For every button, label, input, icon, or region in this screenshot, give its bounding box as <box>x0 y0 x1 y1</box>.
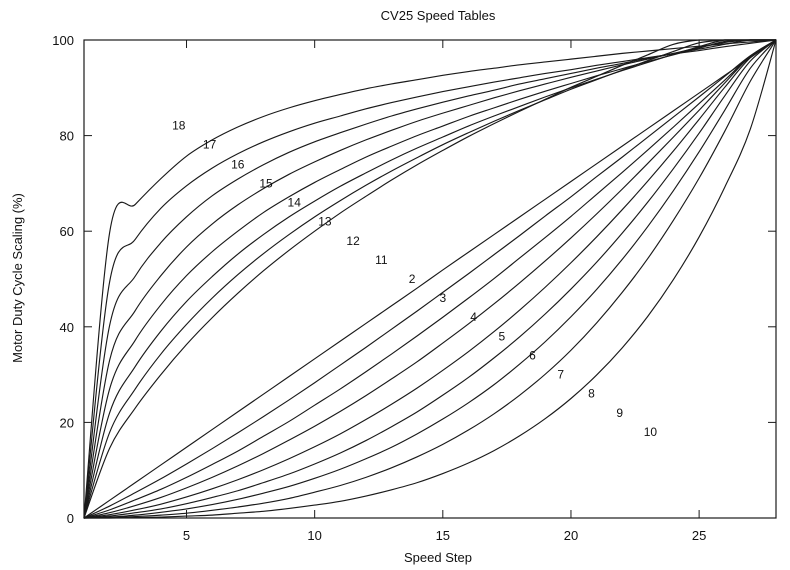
x-tick-label-10: 10 <box>307 528 321 543</box>
y-tick-label-100: 100 <box>52 33 74 48</box>
curve-label-18: 18 <box>172 119 186 133</box>
curve-label-7: 7 <box>557 368 564 382</box>
y-tick-label-0: 0 <box>67 511 74 526</box>
x-tick-label-5: 5 <box>183 528 190 543</box>
curve-series-8 <box>83 39 777 519</box>
x-axis-label: Speed Step <box>404 550 472 565</box>
curve-label-15: 15 <box>259 176 273 190</box>
x-tick-label-15: 15 <box>436 528 450 543</box>
chart-title: CV25 Speed Tables <box>381 8 496 23</box>
x-tick-label-25: 25 <box>692 528 706 543</box>
curve-label-6: 6 <box>529 349 536 363</box>
curve-label-3: 3 <box>439 291 446 305</box>
curve-series-5 <box>83 39 777 519</box>
y-axis-label: Motor Duty Cycle Scaling (%) <box>10 193 25 363</box>
curve-label-5: 5 <box>498 329 505 343</box>
curve-label-16: 16 <box>231 157 245 171</box>
curve-label-4: 4 <box>470 310 477 324</box>
plot-area: 18 17 16 15 14 13 12 11 2 3 4 5 6 7 8 9 10 5 10 15 20 25 0 20 40… <box>52 33 777 543</box>
curve-label-10: 10 <box>644 425 658 439</box>
curve-series-4 <box>83 39 777 519</box>
curve-series-13 <box>83 39 776 519</box>
curve-label-14: 14 <box>288 196 302 210</box>
curve-label-2: 2 <box>409 272 416 286</box>
y-tick-label-20: 20 <box>60 415 74 430</box>
curve-series-12 <box>83 39 776 519</box>
curve-label-13: 13 <box>318 215 332 229</box>
y-tick-label-80: 80 <box>60 129 74 144</box>
curve-label-17: 17 <box>203 138 217 152</box>
curve-label-8: 8 <box>588 387 595 401</box>
curve-series-10 <box>84 39 777 519</box>
curve-series-9 <box>83 39 777 519</box>
curve-series-18 <box>83 39 777 519</box>
curve-series-2 <box>83 39 777 519</box>
y-tick-label-60: 60 <box>60 224 74 239</box>
curve-series-6 <box>83 39 777 519</box>
curve-label-12: 12 <box>346 234 360 248</box>
curve-series-16 <box>83 39 776 519</box>
curve-series-7 <box>83 39 777 519</box>
curve-series-3 <box>83 39 777 519</box>
y-tick-label-40: 40 <box>60 320 74 335</box>
plot-frame <box>83 39 777 519</box>
x-tick-label-20: 20 <box>564 528 578 543</box>
curve-label-9: 9 <box>616 406 623 420</box>
curve-series-11 <box>83 39 776 519</box>
curve-label-11: 11 <box>375 253 388 267</box>
